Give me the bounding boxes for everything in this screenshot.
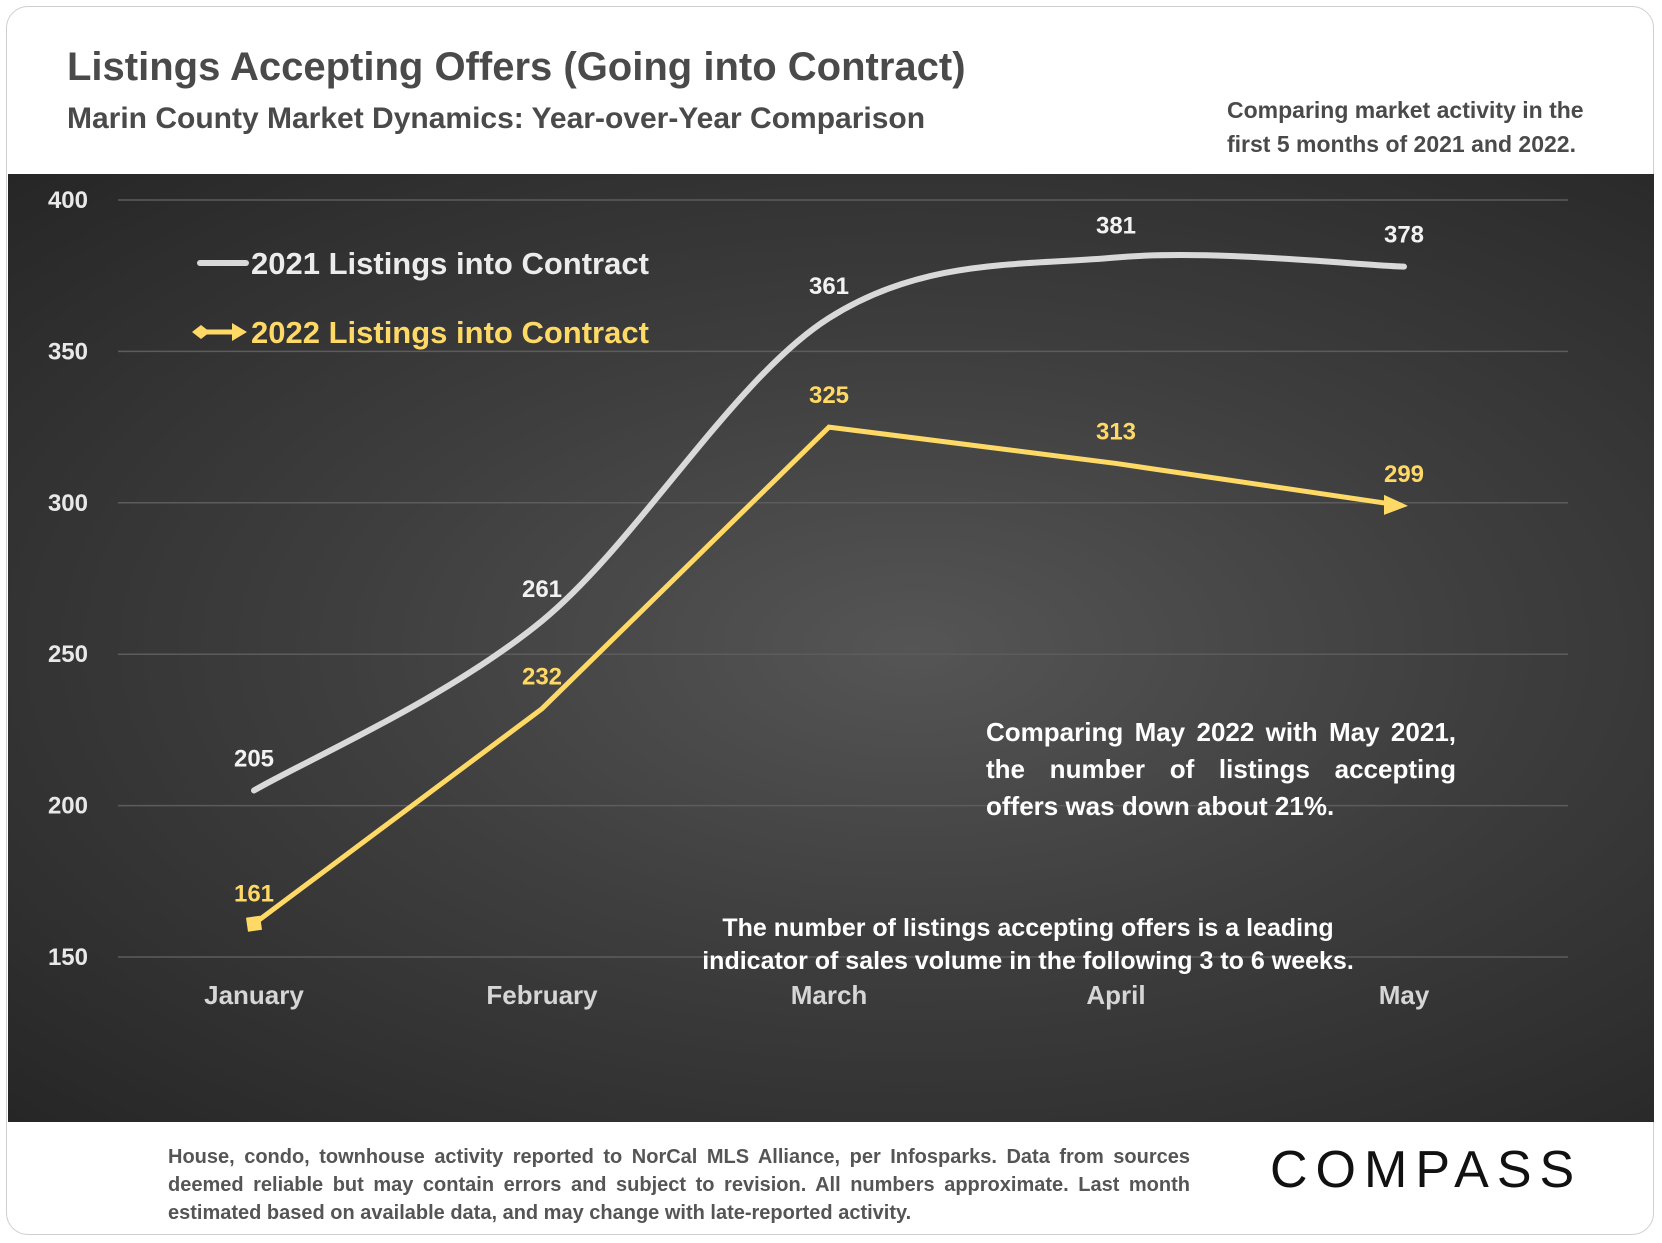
data-label-2021-february: 261 [522,576,562,603]
x-tick-label-march: March [791,980,868,1010]
legend: 2021 Listings into Contract 2022 Listing… [192,246,649,350]
legend-label-2021: 2021 Listings into Contract [251,246,649,281]
x-tick-label-january: January [204,980,304,1010]
chart-title: Listings Accepting Offers (Going into Co… [67,45,966,89]
data-labels: 205 261 361 381 378 161 232 325 313 299 [234,213,1424,908]
leading-indicator-annotation: The number of listings accepting offers … [702,914,1354,975]
compass-logo: COMPASS [1270,1141,1583,1199]
data-label-2021-may: 378 [1384,222,1424,249]
series-end-arrow-2022 [1384,494,1408,515]
series-lines [246,252,1408,932]
y-tick-label-250: 250 [48,641,88,668]
data-label-2022-march: 325 [809,382,849,409]
legend-label-2022: 2022 Listings into Contract [251,315,649,350]
y-tick-label-400: 400 [48,187,88,214]
source-footnote: House, condo, townhouse activity reporte… [168,1146,1190,1224]
data-label-2022-february: 232 [522,664,562,691]
series-line-2022 [252,424,1391,926]
x-axis: January February March April May [204,980,1430,1010]
y-tick-label-300: 300 [48,490,88,517]
y-tick-label-200: 200 [48,793,88,820]
x-tick-label-february: February [486,980,598,1010]
may-comparison-annotation: Comparing May 2022 with May 2021, the nu… [986,717,1456,821]
data-label-2022-january: 161 [234,881,274,908]
legend-arrow-2022 [232,323,247,341]
y-axis: 150 200 250 300 350 400 [48,187,88,971]
series-start-marker-2022 [246,915,262,932]
y-tick-label-150: 150 [48,944,88,971]
data-label-2021-march: 361 [809,273,849,300]
x-tick-label-april: April [1086,980,1145,1010]
plot-panel: 150 200 250 300 350 400 January February March A… [8,174,1654,1122]
data-label-2021-january: 205 [234,745,274,772]
gridlines [118,199,1568,958]
data-label-2022-april: 313 [1096,418,1136,445]
data-label-2022-may: 299 [1384,461,1424,488]
line-chart: 150 200 250 300 350 400 January February March A… [48,187,1568,1010]
comparison-note: Comparing market activity in the first 5… [1227,97,1584,157]
chart-subtitle: Marin County Market Dynamics: Year-over-… [67,102,926,135]
legend-diamond-2022 [192,325,210,339]
y-tick-label-350: 350 [48,338,88,365]
series-line-2021 [251,252,1407,794]
x-tick-label-may: May [1379,980,1430,1010]
data-label-2021-april: 381 [1096,213,1136,240]
